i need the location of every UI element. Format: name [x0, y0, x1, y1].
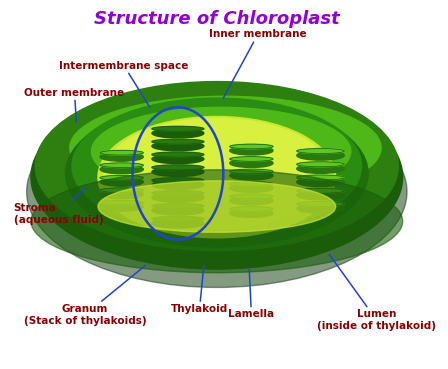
Ellipse shape: [230, 159, 273, 168]
Text: Inner membrane: Inner membrane: [209, 29, 307, 98]
Ellipse shape: [152, 152, 204, 157]
Ellipse shape: [230, 209, 273, 217]
Ellipse shape: [230, 194, 273, 199]
Ellipse shape: [100, 188, 143, 193]
Ellipse shape: [230, 146, 273, 155]
Ellipse shape: [31, 170, 403, 273]
Text: Thylakoid: Thylakoid: [171, 265, 228, 314]
Ellipse shape: [35, 82, 398, 251]
Ellipse shape: [230, 184, 273, 193]
Ellipse shape: [31, 85, 403, 269]
Ellipse shape: [91, 107, 351, 196]
Ellipse shape: [152, 139, 204, 144]
Ellipse shape: [297, 190, 345, 200]
Text: Outer membrane: Outer membrane: [25, 87, 125, 122]
Ellipse shape: [98, 117, 336, 238]
Ellipse shape: [26, 96, 407, 287]
Ellipse shape: [152, 154, 204, 163]
Ellipse shape: [230, 182, 273, 186]
Ellipse shape: [65, 100, 368, 247]
Ellipse shape: [152, 165, 204, 170]
Ellipse shape: [152, 180, 204, 189]
Ellipse shape: [152, 167, 204, 176]
Ellipse shape: [152, 204, 204, 208]
Ellipse shape: [100, 200, 143, 205]
Ellipse shape: [100, 151, 143, 155]
Ellipse shape: [100, 152, 143, 161]
Ellipse shape: [152, 141, 204, 151]
Ellipse shape: [100, 190, 143, 199]
Ellipse shape: [230, 144, 273, 149]
Ellipse shape: [100, 203, 143, 211]
Ellipse shape: [72, 98, 362, 234]
Ellipse shape: [230, 157, 273, 161]
Ellipse shape: [100, 177, 143, 186]
Ellipse shape: [104, 118, 329, 229]
Ellipse shape: [230, 207, 273, 211]
Ellipse shape: [152, 193, 204, 202]
Ellipse shape: [152, 206, 204, 215]
Ellipse shape: [152, 191, 204, 196]
Ellipse shape: [297, 201, 345, 207]
Ellipse shape: [100, 175, 143, 180]
Ellipse shape: [230, 171, 273, 180]
Ellipse shape: [152, 126, 204, 131]
Ellipse shape: [98, 181, 336, 232]
Ellipse shape: [152, 218, 204, 228]
Ellipse shape: [297, 175, 345, 180]
Text: Lumen
(inside of thylakoid): Lumen (inside of thylakoid): [317, 254, 436, 331]
Ellipse shape: [70, 96, 381, 199]
Ellipse shape: [297, 149, 345, 154]
Text: Granum
(Stack of thylakoids): Granum (Stack of thylakoids): [24, 265, 146, 325]
Ellipse shape: [297, 188, 345, 193]
Ellipse shape: [152, 178, 204, 183]
Ellipse shape: [230, 196, 273, 205]
Ellipse shape: [100, 163, 143, 168]
Text: Stroma
(aqueous fluid): Stroma (aqueous fluid): [13, 188, 103, 225]
Ellipse shape: [297, 204, 345, 213]
Ellipse shape: [230, 169, 273, 174]
Text: Lamella: Lamella: [228, 269, 275, 320]
Ellipse shape: [100, 165, 143, 174]
Ellipse shape: [297, 162, 345, 167]
Ellipse shape: [152, 216, 204, 221]
Text: Structure of Chloroplast: Structure of Chloroplast: [94, 10, 340, 28]
Text: Intermembrane space: Intermembrane space: [59, 61, 189, 107]
Ellipse shape: [297, 164, 345, 173]
Ellipse shape: [297, 177, 345, 187]
Ellipse shape: [297, 151, 345, 160]
Ellipse shape: [152, 128, 204, 138]
